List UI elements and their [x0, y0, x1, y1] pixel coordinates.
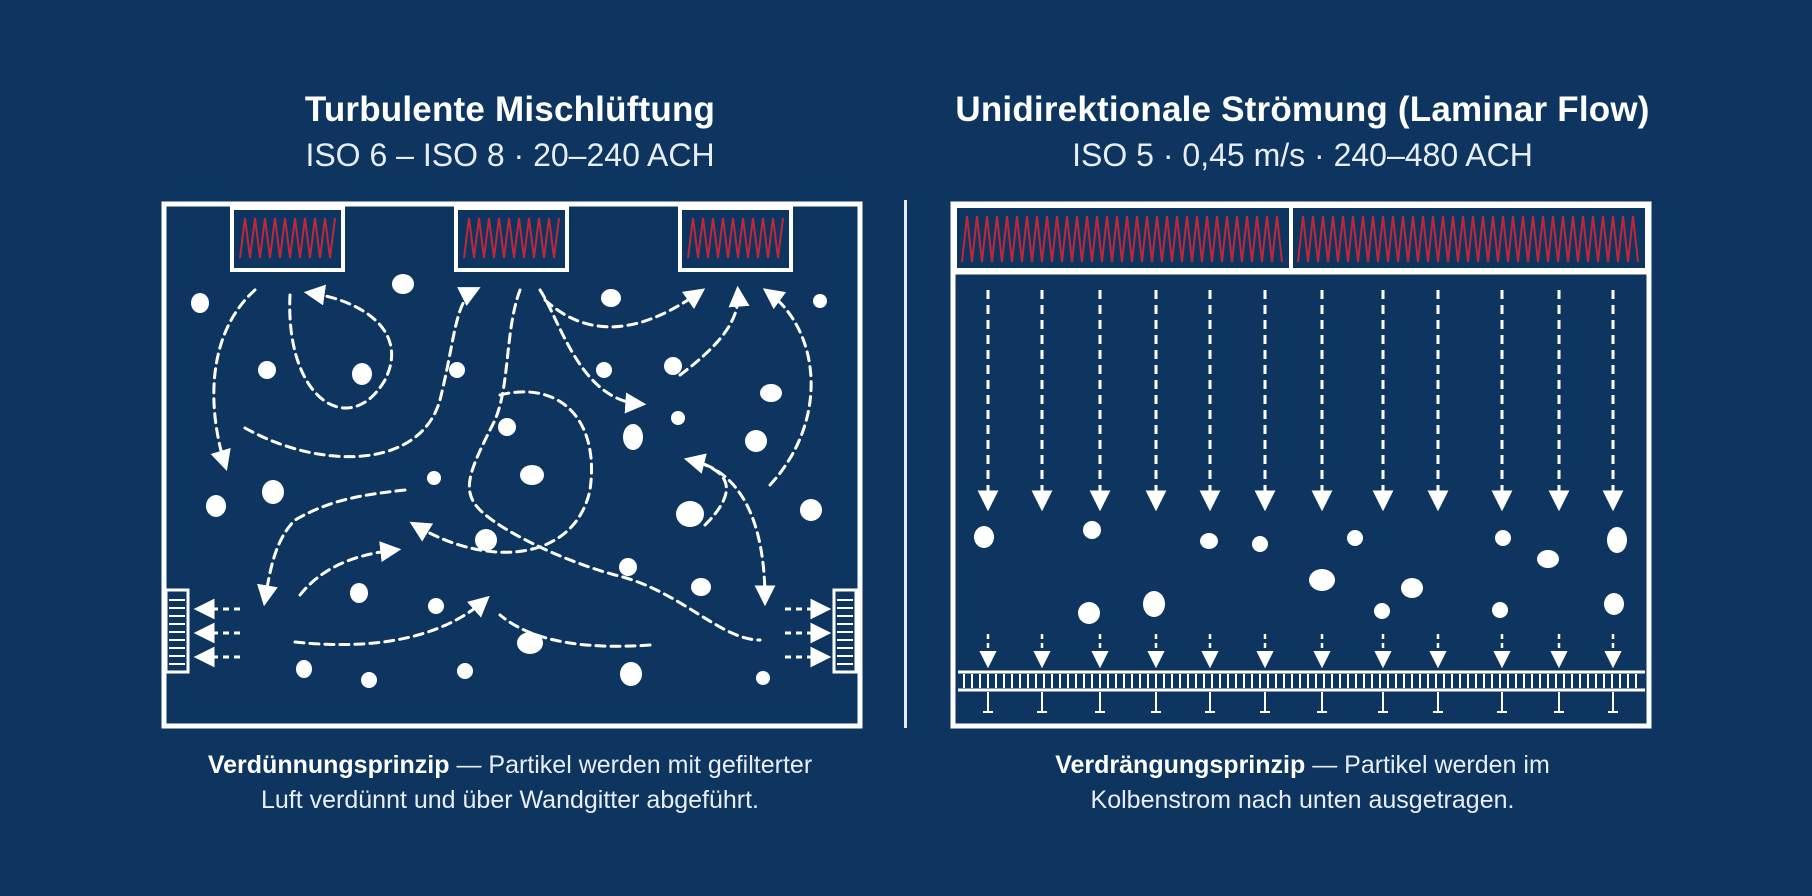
left-subtitle: ISO 6 – ISO 8 · 20–240 ACH	[305, 137, 715, 173]
right-room-outline	[950, 201, 1652, 729]
left-title: Turbulente Mischlüftung	[304, 90, 716, 129]
panel-divider	[904, 200, 907, 728]
left-caption-bold: Verdünnungsprinzip	[207, 751, 450, 779]
right-title: Unidirektionale Strömung (Laminar Flow)	[955, 90, 1650, 129]
turbulent-particles	[191, 274, 827, 688]
right-wall-grille	[832, 588, 858, 674]
floor-grille	[958, 670, 1645, 713]
turbulent-room-diagram	[161, 201, 863, 729]
left-wall-grille	[164, 588, 190, 674]
ceiling-filter-3	[678, 206, 793, 272]
floor-exhaust-arrows	[979, 634, 1622, 669]
turbulent-flow-paths	[210, 284, 813, 648]
ceiling-filter-1	[230, 206, 345, 272]
left-caption-rest: — Partikel werden mit gefilterter	[449, 751, 813, 779]
left-caption-line2: Luft verdünnt und über Wandgitter abgefü…	[260, 786, 759, 814]
laminar-particles	[974, 521, 1627, 624]
right-caption-line2: Kolbenstrom nach unten ausgetragen.	[1090, 786, 1515, 814]
left-room-outline	[161, 201, 863, 729]
right-subtitle: ISO 5 · 0,45 m/s · 240–480 ACH	[1072, 137, 1533, 173]
right-caption: Verdrängungsprinzip — Partikel werden im…	[945, 748, 1660, 818]
exhaust-arrows-right	[785, 598, 832, 668]
ceiling-filter-2	[454, 206, 569, 272]
laminar-flow-arrows	[977, 290, 1624, 512]
ceiling-filter-full	[953, 204, 1649, 275]
right-caption-rest: — Partikel werden im	[1305, 751, 1550, 779]
right-caption-bold: Verdrängungsprinzip	[1055, 751, 1306, 779]
exhaust-arrows-left	[193, 598, 240, 668]
laminar-room-diagram	[950, 201, 1652, 729]
left-caption: Verdünnungsprinzip — Partikel werden mit…	[150, 748, 870, 818]
